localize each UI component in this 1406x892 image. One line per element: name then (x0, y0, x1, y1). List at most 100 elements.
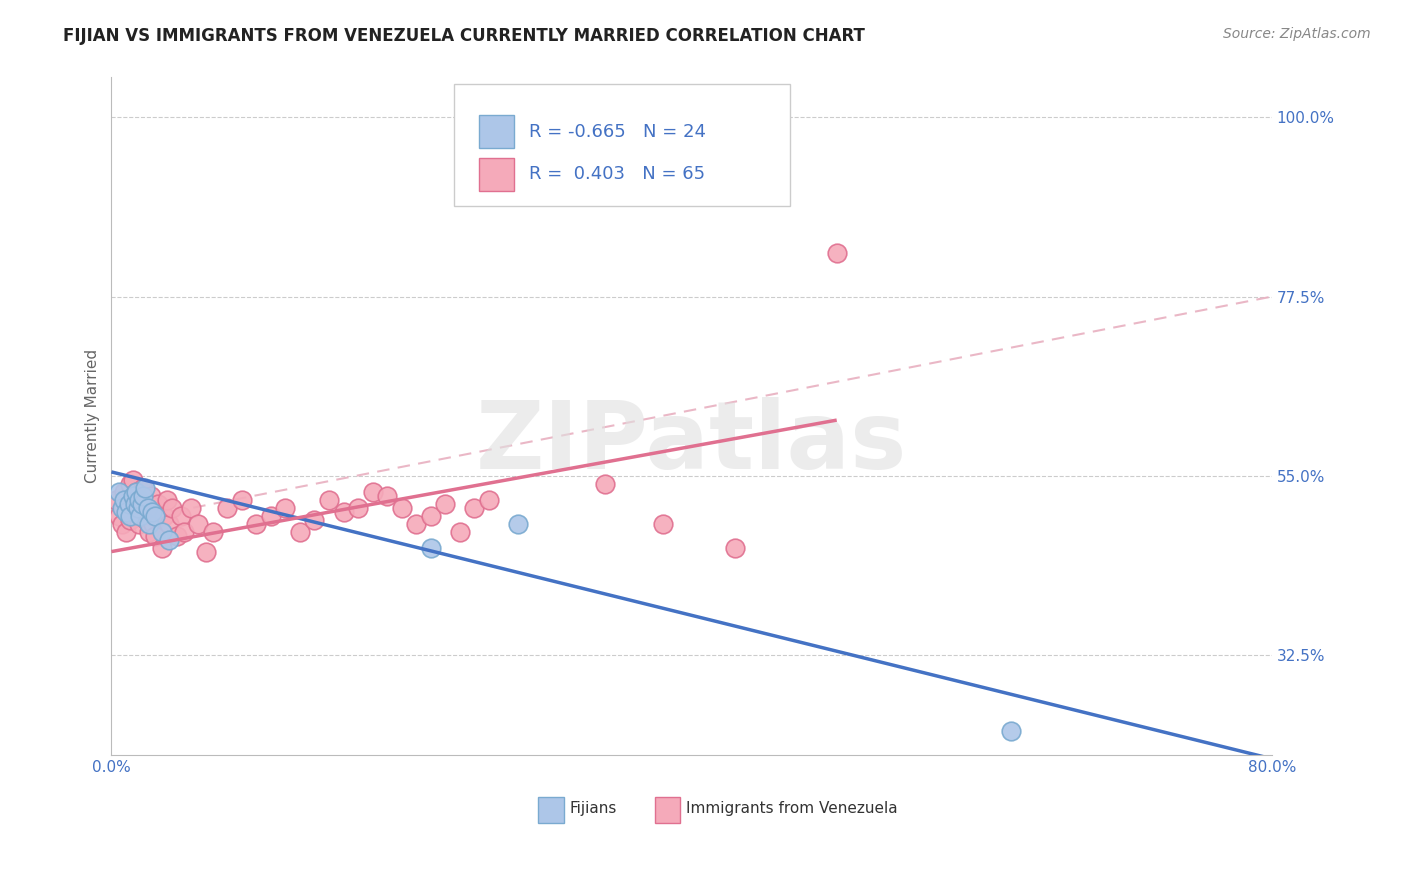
Point (304, 513, 326, 527)
Bar (538, 797, 564, 822)
Point (129, 508, 152, 523)
Point (127, 500, 149, 515)
Point (124, 497, 146, 511)
Point (135, 513, 157, 527)
Point (434, 497, 457, 511)
Point (107, 484, 129, 499)
Point (150, 524, 173, 539)
Point (391, 500, 413, 515)
Point (125, 484, 148, 499)
Point (132, 489, 155, 503)
Point (134, 481, 156, 495)
Point (115, 505, 138, 519)
Point (217, 500, 239, 515)
Text: Immigrants from Venezuela: Immigrants from Venezuela (686, 802, 897, 816)
Point (125, 484, 148, 499)
Point (121, 492, 143, 507)
Point (114, 484, 136, 499)
Point (506, 516, 529, 531)
Text: ZIPatlas: ZIPatlas (477, 397, 907, 489)
Text: Source: ZipAtlas.com: Source: ZipAtlas.com (1223, 27, 1371, 41)
Point (143, 508, 166, 523)
Text: R =  0.403   N = 65: R = 0.403 N = 65 (529, 165, 706, 183)
Point (152, 508, 174, 523)
Point (724, 541, 747, 555)
Point (124, 497, 146, 511)
Point (162, 500, 184, 515)
Point (115, 524, 138, 539)
Point (136, 497, 159, 511)
Point (651, 516, 673, 531)
Point (194, 544, 217, 558)
Point (463, 500, 485, 515)
Point (449, 524, 471, 539)
Point (231, 492, 253, 507)
Point (332, 505, 354, 519)
Point (141, 505, 163, 519)
Point (104, 492, 127, 507)
Point (593, 476, 616, 491)
FancyBboxPatch shape (454, 84, 790, 206)
Point (187, 516, 209, 531)
Point (173, 524, 195, 539)
Point (288, 524, 311, 539)
Point (155, 492, 177, 507)
Text: FIJIAN VS IMMIGRANTS FROM VENEZUELA CURRENTLY MARRIED CORRELATION CHART: FIJIAN VS IMMIGRANTS FROM VENEZUELA CURR… (63, 27, 865, 45)
Point (143, 529, 166, 543)
Point (129, 505, 152, 519)
Point (114, 492, 136, 507)
Point (150, 541, 173, 555)
Point (118, 497, 141, 511)
Point (110, 516, 132, 531)
Point (139, 489, 162, 503)
Point (170, 508, 193, 523)
Point (405, 516, 427, 531)
Point (127, 500, 149, 515)
Point (419, 541, 441, 555)
Text: R = -0.665   N = 24: R = -0.665 N = 24 (529, 122, 706, 141)
Point (132, 481, 155, 495)
Point (146, 497, 169, 511)
Point (166, 529, 188, 543)
Bar (479, 115, 515, 148)
Point (347, 500, 370, 515)
Bar (479, 158, 515, 191)
Point (110, 500, 132, 515)
Point (201, 524, 224, 539)
Point (120, 508, 142, 523)
Point (361, 484, 384, 499)
Point (120, 476, 142, 491)
Point (131, 492, 153, 507)
Point (318, 492, 340, 507)
Point (245, 516, 267, 531)
Point (159, 516, 181, 531)
Point (141, 508, 163, 523)
Point (122, 473, 145, 487)
Point (122, 508, 145, 523)
Point (260, 508, 283, 523)
Point (128, 492, 150, 507)
Point (375, 489, 398, 503)
Y-axis label: Currently Married: Currently Married (86, 349, 100, 483)
Point (477, 492, 499, 507)
Point (159, 533, 181, 547)
Point (118, 497, 141, 511)
Point (122, 489, 145, 503)
Point (180, 500, 202, 515)
Point (136, 500, 159, 515)
Point (120, 513, 142, 527)
Point (1000, 723, 1022, 738)
Point (419, 508, 441, 523)
Point (111, 500, 134, 515)
Point (128, 516, 150, 531)
Text: Fijians: Fijians (569, 802, 617, 816)
Point (107, 508, 129, 523)
Point (131, 497, 153, 511)
Point (145, 505, 167, 519)
Point (134, 500, 156, 515)
Point (138, 516, 160, 531)
Point (825, 245, 848, 260)
Point (142, 516, 165, 531)
Point (274, 500, 297, 515)
Bar (655, 797, 681, 822)
